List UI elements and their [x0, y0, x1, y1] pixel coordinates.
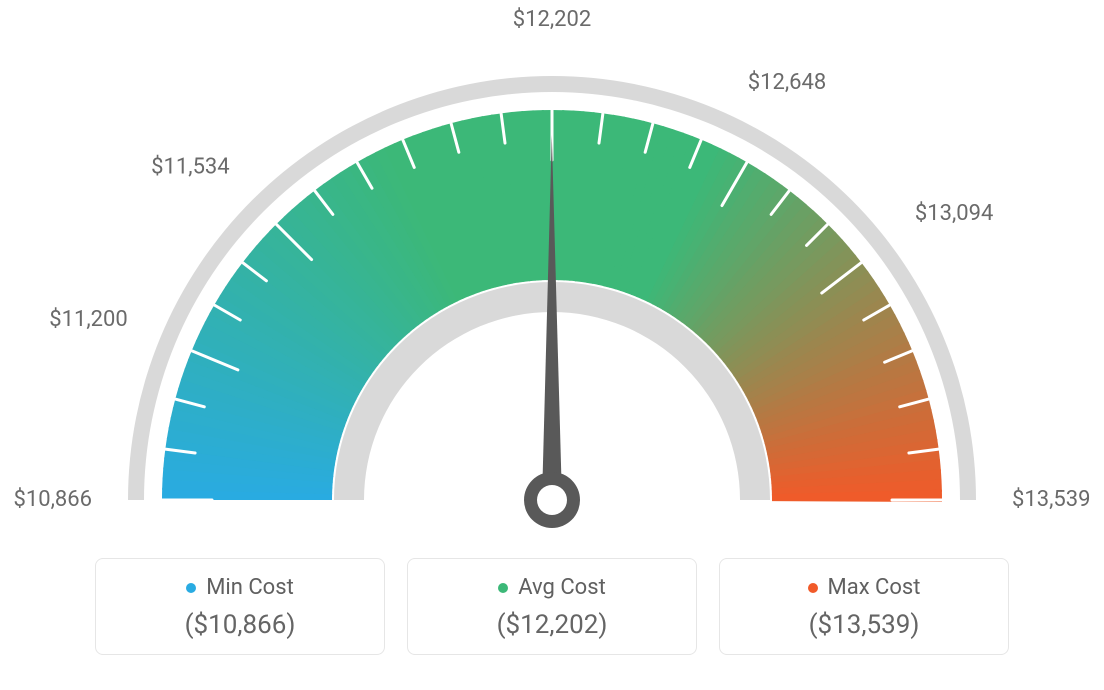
legend-label: Max Cost	[828, 575, 921, 600]
legend-value-avg: ($12,202)	[418, 610, 686, 640]
gauge-chart: $10,866 $11,200 $11,534 $12,202 $12,648 $13,0…	[0, 0, 1104, 540]
legend-row: Min Cost ($10,866) Avg Cost ($12,202) Ma…	[95, 558, 1009, 655]
gauge-svg: $10,866 $11,200 $11,534 $12,202 $12,648 $13,0…	[0, 0, 1104, 540]
legend-card-min: Min Cost ($10,866)	[95, 558, 385, 655]
tick-label: $13,539	[1012, 487, 1091, 512]
legend-card-max: Max Cost ($13,539)	[719, 558, 1009, 655]
legend-card-avg: Avg Cost ($12,202)	[407, 558, 697, 655]
legend-title-min: Min Cost	[186, 575, 294, 600]
tick-label: $11,534	[151, 155, 230, 180]
tick-label: $13,094	[915, 201, 994, 226]
dot-icon	[808, 583, 818, 593]
legend-value-min: ($10,866)	[106, 610, 374, 640]
legend-title-avg: Avg Cost	[498, 575, 606, 600]
tick-label: $11,200	[49, 307, 128, 332]
tick-label: $10,866	[13, 487, 92, 512]
legend-title-max: Max Cost	[808, 575, 921, 600]
tick-label: $12,648	[748, 70, 827, 95]
dot-icon	[186, 583, 196, 593]
dot-icon	[498, 583, 508, 593]
legend-label: Min Cost	[206, 575, 294, 600]
legend-label: Avg Cost	[518, 575, 606, 600]
legend-value-max: ($13,539)	[730, 610, 998, 640]
tick-label: $12,202	[513, 7, 592, 32]
